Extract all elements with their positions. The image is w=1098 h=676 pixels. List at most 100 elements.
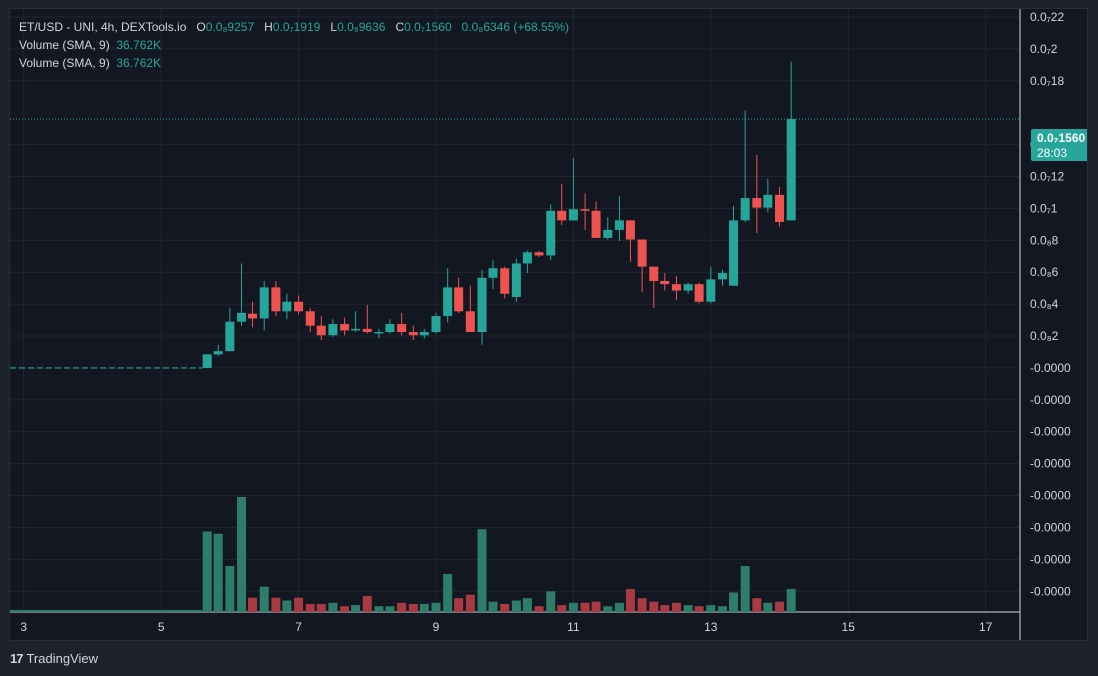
volume-bar [340,606,350,612]
volume-bar [591,601,601,612]
volume-bar [477,529,487,612]
candle-body [271,287,281,312]
volume-bar [683,605,693,612]
volume-bar [775,601,785,612]
candle-body [534,252,544,256]
y-tick-label: -0.0000 [1030,425,1071,439]
candle-body [213,351,223,355]
candle-body [282,301,292,312]
volume-bar [316,603,326,612]
chart-svg[interactable]: 0.0₇220.0₇20.0₇180.0₇140.0₇120.0₇10.0₈80… [10,9,1087,640]
volume-bar [465,594,475,612]
legend-l-label: L [330,20,338,34]
volume-bar [625,589,635,612]
candle-body [752,198,762,208]
volume-bar [580,602,590,612]
y-tick-label: 0.0₈4 [1030,297,1059,311]
candle-body [454,287,464,312]
volume-bar [614,602,624,612]
candle-body [568,209,578,221]
y-tick-label: -0.0000 [1030,584,1071,598]
volume-bar [362,595,372,612]
candle-body [717,273,727,280]
volume-bar [202,531,212,612]
volume-indicator-value-2: 36.762K [116,56,162,70]
y-tick-label: 0.0₈6 [1030,265,1059,279]
candle-body [488,268,498,278]
y-tick-label: 0.0₇2 [1030,42,1058,56]
candle-body [225,321,235,352]
volume-bar [385,606,395,612]
candle-body [202,354,212,368]
candle-body [706,279,716,302]
volume-bar [237,497,247,612]
volume-bar [706,605,716,612]
legend: ET/USD - UNI, 4h, DEXTools.io O0.0₈9257 … [19,18,569,72]
x-tick-label: 9 [433,620,440,634]
legend-change: 0.0₈6346 (+68.55%) [461,20,570,34]
candle-body [374,332,384,334]
legend-h-value: 0.0₇1919 [272,20,321,34]
tradingview-name: TradingView [26,651,99,666]
candle-body [259,287,269,319]
volume-indicator-label-2: Volume (SMA, 9) [19,56,110,70]
volume-bar [534,606,544,612]
candle-body [500,268,510,294]
volume-bar [374,606,384,612]
candle-body [419,332,429,336]
x-tick-label: 3 [20,620,27,634]
volume-bar [717,606,727,612]
volume-bar [271,597,281,612]
legend-volume-row-2: Volume (SMA, 9) 36.762K [19,54,569,72]
volume-bar [500,603,510,612]
candle-body [397,324,407,333]
candle-body [316,325,326,336]
legend-ohlc-row: ET/USD - UNI, 4h, DEXTools.io O0.0₈9257 … [19,18,569,36]
candle-body [694,284,704,302]
legend-o-label: O [196,20,206,34]
candle-body [385,324,395,333]
tradingview-brand[interactable]: 17 TradingView [10,651,98,666]
candle-body [511,263,521,297]
volume-bar [305,603,315,612]
candle-body [625,220,635,240]
y-tick-label: 0.0₈2 [1030,329,1059,343]
volume-indicator-label-1: Volume (SMA, 9) [19,38,110,52]
volume-bar [443,574,453,612]
volume-bar [603,606,613,612]
tradingview-logo-icon: 17 [10,651,24,666]
last-price-badge: 0.0₇1560 28:03 [1031,129,1087,161]
candle-body [740,198,750,221]
candle-body [728,220,738,286]
volume-bar [694,606,704,612]
candle-body [237,312,247,322]
last-price-value: 0.0₇1560 [1037,131,1086,145]
y-tick-label: 0.0₈8 [1030,233,1059,247]
candle-body [683,284,693,291]
candle-body [294,301,304,312]
candle-body [443,287,453,317]
candle-body [775,194,785,222]
candle-body [580,209,590,211]
legend-symbol: ET/USD - UNI, 4h, DEXTools.io [19,20,187,34]
volume-bar [786,589,796,612]
legend-l-value: 0.0₈9636 [337,20,386,34]
volume-bar [763,602,773,612]
candle-body [431,316,441,333]
volume-bar [660,605,670,612]
candle-body [637,239,647,267]
candle-body [328,324,338,336]
candle-body [340,324,350,331]
y-tick-label: 0.0₇22 [1030,10,1064,24]
legend-h-label: H [264,20,273,34]
x-tick-label: 11 [567,620,580,634]
x-tick-label: 5 [158,620,165,634]
y-tick-label: -0.0000 [1030,520,1071,534]
candle-body [351,328,361,331]
candle-body [786,119,796,221]
y-tick-label: 0.0₇1 [1030,201,1058,215]
candle-body [362,328,372,333]
candle-body [614,220,624,230]
candle-body [671,284,681,291]
y-tick-label: 0.0₇12 [1030,170,1064,184]
